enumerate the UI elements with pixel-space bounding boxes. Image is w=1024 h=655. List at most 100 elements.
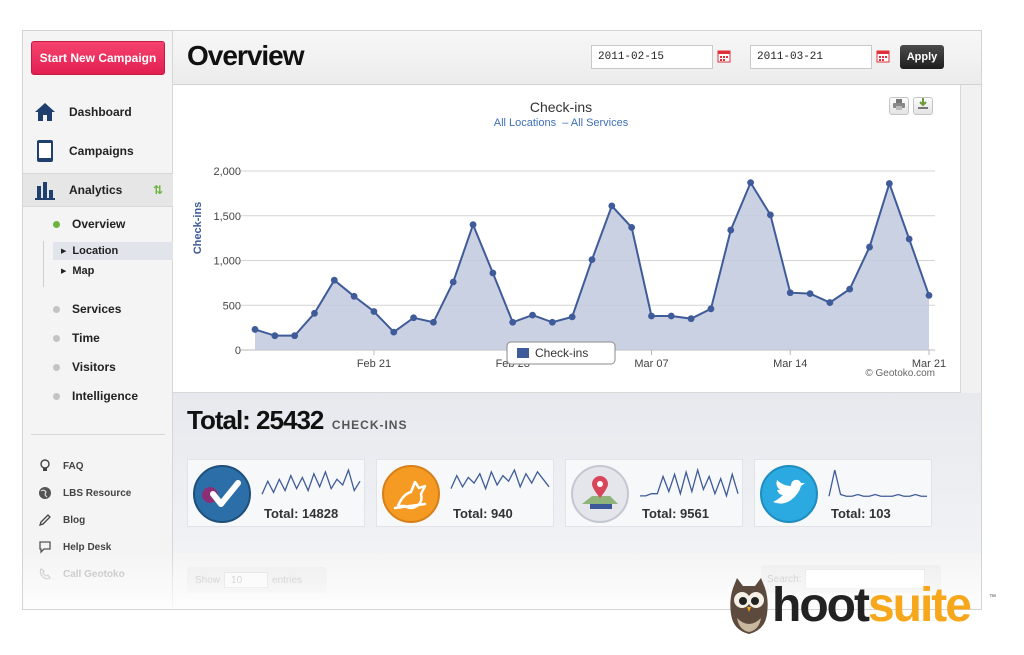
calendar-icon[interactable] [876,49,890,63]
data-point[interactable] [905,235,913,243]
data-point[interactable] [251,326,259,333]
data-point[interactable] [687,315,695,323]
data-point[interactable] [291,332,299,340]
service-card-gowalla[interactable]: Total: 940 [376,459,554,527]
page-length-select[interactable]: 10 [224,572,269,588]
triangle-right-icon: ▶ [61,248,67,255]
page-length-control: Show 10 entries [187,567,327,593]
sidebar-item-call-geotoko[interactable]: Call Geotoko [37,565,173,583]
calendar-icon[interactable] [717,49,731,63]
legend-label: Check-ins [535,346,588,360]
data-point[interactable] [747,179,754,187]
data-point[interactable] [489,269,497,277]
chart-legend[interactable]: Check-ins [506,341,616,365]
sidebar-item-dashboard[interactable]: Dashboard [31,95,173,129]
data-point[interactable] [628,223,636,231]
data-point[interactable] [767,211,774,219]
chart-credit: © Geotoko.com [865,368,935,379]
y-tick-label: 1,000 [213,256,241,268]
page-length-value: 10 [231,574,243,586]
sidebar-item-intelligence[interactable]: Intelligence [43,386,173,406]
chart-subtitle: All Locations – All Services [494,117,629,129]
data-point[interactable] [509,318,517,326]
date-to-input[interactable] [750,45,872,69]
sidebar-divider [31,434,165,435]
chart-points [251,179,933,340]
data-point[interactable] [469,221,477,229]
apply-button[interactable]: Apply [900,45,944,69]
x-tick-label: Feb 21 [357,358,391,370]
service-card-places[interactable]: Total: 9561 [565,459,743,527]
x-tick-label: Mar 14 [773,358,807,370]
legend-box[interactable] [506,341,616,365]
sidebar-item-analytics[interactable]: Analytics ⇅ [23,173,173,207]
data-point[interactable] [846,285,854,293]
x-tick-label: Mar 07 [634,358,668,370]
data-point[interactable] [667,312,675,320]
y-axis-label: Check-ins [192,202,204,255]
data-point[interactable] [588,256,596,264]
service-card-foursquare[interactable]: Total: 14828 [187,459,365,527]
sidebar-item-lbs-resource[interactable]: LBS Resource [37,484,173,502]
data-point[interactable] [727,226,735,234]
sidebar-item-time[interactable]: Time [43,328,173,348]
data-point[interactable] [885,180,893,187]
service-total: Total: 14828 [264,506,339,521]
y-tick-label: 2,000 [213,166,241,178]
data-point[interactable] [430,318,437,326]
hootsuite-logo: hootsuite ™ [727,574,997,640]
page-title: Overview [187,40,305,71]
data-point[interactable] [529,311,536,319]
service-total: Total: 9561 [642,506,709,521]
data-point[interactable] [410,314,417,322]
sort-toggle-icon[interactable]: ⇅ [152,183,163,197]
sidebar-item-label: Time [72,331,100,345]
data-point[interactable] [648,312,655,320]
sidebar-item-location[interactable]: ▶ Location [53,242,173,260]
data-point[interactable] [548,318,556,326]
sparkline-path [450,468,550,491]
sidebar-item-services[interactable]: Services [43,299,173,319]
bar-chart-icon [31,180,59,200]
data-point[interactable] [826,299,834,306]
y-tick-label: 0 [235,345,241,357]
data-point[interactable] [786,289,794,297]
sidebar-item-blog[interactable]: Blog [37,511,173,529]
data-point[interactable] [271,332,279,340]
data-point[interactable] [568,313,576,321]
service-card-twitter[interactable]: Total: 103 [754,459,932,527]
data-point[interactable] [350,292,358,300]
sidebar-item-map[interactable]: ▶ Map [53,262,173,280]
data-point[interactable] [330,276,338,284]
data-point[interactable] [608,202,616,210]
data-point[interactable] [866,243,873,251]
data-point[interactable] [925,292,933,299]
sidebar-item-visitors[interactable]: Visitors [43,357,173,377]
data-point[interactable] [449,278,457,286]
sidebar-item-label: Location [72,245,119,257]
data-point[interactable] [707,305,715,313]
series-area [255,182,929,350]
sidebar-item-label: Map [72,265,95,277]
data-point[interactable] [370,308,378,315]
sidebar-item-overview[interactable]: Overview [43,214,173,234]
sparkline [450,468,550,491]
hootsuite-wordmark: hootsuite [772,578,972,634]
data-point[interactable] [311,309,318,317]
export-button[interactable] [913,97,933,115]
entries-label: entries [272,574,303,586]
data-point[interactable] [806,290,814,298]
sparkline-path [261,467,361,495]
app-window: Start New Campaign Dashboard Campaigns A… [22,30,982,610]
print-button[interactable] [889,97,909,115]
sidebar-item-label: Help Desk [63,541,112,553]
start-new-campaign-button[interactable]: Start New Campaign [31,41,165,75]
data-point[interactable] [390,328,398,336]
sidebar-item-campaigns[interactable]: Campaigns [31,134,173,168]
sidebar-item-faq[interactable]: FAQ [37,457,173,475]
sidebar-item-help-desk[interactable]: Help Desk [37,538,173,556]
status-dot-icon [53,363,60,371]
sparkline [640,467,739,499]
date-from-input[interactable] [591,45,713,69]
